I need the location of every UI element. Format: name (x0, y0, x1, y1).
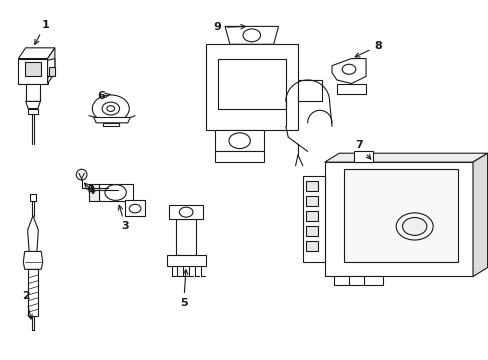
Text: 6: 6 (97, 91, 110, 101)
Polygon shape (125, 200, 144, 216)
Text: 1: 1 (35, 19, 49, 44)
Bar (305, 181, 318, 192)
Text: 3: 3 (118, 205, 129, 231)
Text: 9: 9 (213, 22, 245, 32)
Ellipse shape (76, 169, 87, 180)
Polygon shape (23, 251, 42, 269)
Polygon shape (336, 84, 366, 94)
Bar (305, 226, 318, 237)
Polygon shape (169, 205, 203, 219)
Polygon shape (324, 153, 487, 162)
Polygon shape (89, 184, 99, 202)
Polygon shape (30, 194, 36, 202)
Bar (305, 211, 318, 221)
Circle shape (107, 106, 115, 111)
Bar (305, 197, 318, 206)
Text: 3: 3 (127, 183, 135, 193)
Polygon shape (28, 269, 38, 316)
Polygon shape (26, 84, 40, 102)
Text: 5: 5 (180, 270, 187, 308)
Polygon shape (472, 153, 487, 276)
Polygon shape (28, 216, 38, 251)
Polygon shape (215, 152, 264, 162)
Polygon shape (102, 123, 119, 126)
Polygon shape (217, 59, 285, 109)
Polygon shape (215, 130, 264, 152)
Circle shape (402, 217, 426, 235)
Polygon shape (47, 48, 55, 84)
Polygon shape (302, 176, 324, 262)
Text: 4: 4 (87, 186, 95, 197)
Bar (344, 169, 458, 262)
Bar (305, 242, 318, 251)
Polygon shape (19, 59, 47, 84)
Circle shape (92, 95, 129, 122)
Polygon shape (19, 48, 55, 59)
Polygon shape (224, 26, 278, 44)
Polygon shape (94, 117, 130, 123)
Text: 7: 7 (354, 140, 370, 159)
Bar (49, 67, 55, 76)
Polygon shape (47, 59, 55, 78)
Polygon shape (176, 219, 196, 255)
Text: 8: 8 (354, 41, 381, 57)
Polygon shape (334, 276, 382, 285)
Polygon shape (99, 184, 132, 202)
Polygon shape (166, 255, 205, 266)
Text: 4: 4 (86, 184, 94, 194)
Polygon shape (297, 80, 322, 102)
Polygon shape (25, 62, 41, 76)
Polygon shape (331, 59, 366, 84)
Polygon shape (28, 109, 38, 114)
Polygon shape (353, 152, 372, 162)
Polygon shape (324, 162, 472, 276)
Text: 2: 2 (22, 291, 32, 319)
Polygon shape (26, 102, 40, 109)
Polygon shape (205, 44, 297, 130)
